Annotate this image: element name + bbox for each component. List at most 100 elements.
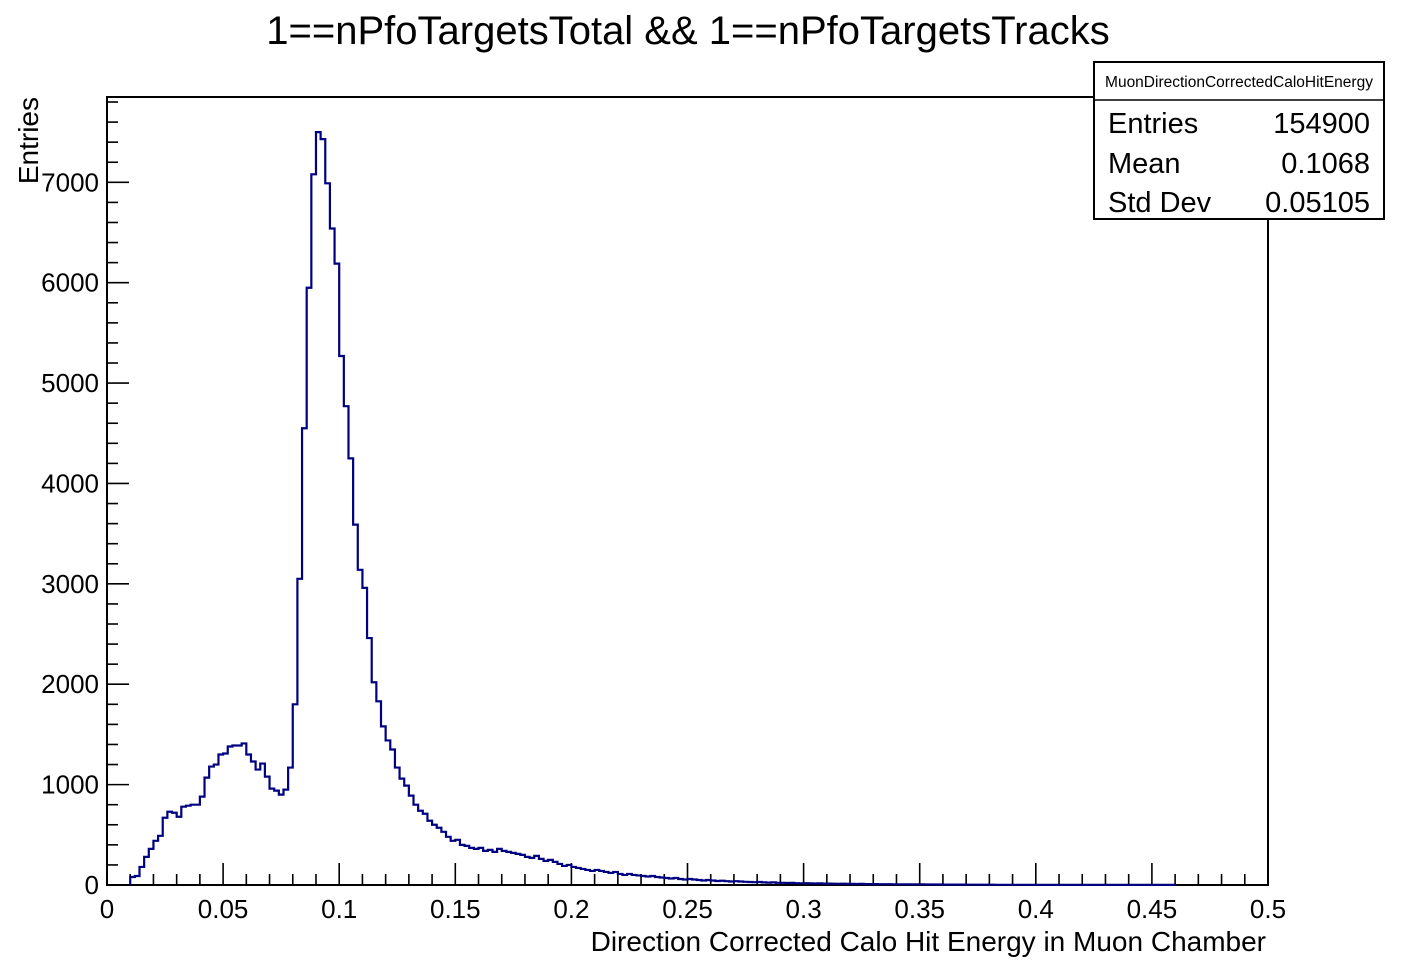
y-tick-label: 6000 (41, 268, 99, 298)
histogram-bin (242, 743, 247, 885)
histogram-bin (386, 740, 391, 885)
histogram-bin (260, 764, 265, 885)
x-tick-label: 0.2 (553, 894, 589, 924)
y-axis-label: Entries (13, 97, 44, 184)
histogram-bin (376, 701, 381, 885)
histogram-bin (400, 779, 405, 885)
x-axis: 0 0.05 0.1 0.15 0.2 0.25 0.3 0.35 0.4 0.45 0.5 (100, 863, 1286, 924)
histogram-bin (228, 746, 233, 885)
histogram-bin (451, 841, 456, 885)
histogram-bin (316, 132, 321, 885)
chart-title: 1==nPfoTargetsTotal && 1==nPfoTargetsTra… (266, 9, 1109, 53)
histogram-bin (423, 814, 428, 885)
y-tick-label: 1000 (41, 770, 99, 800)
histogram-bin (223, 753, 228, 885)
histogram-bin (418, 811, 423, 885)
histogram-bin (214, 765, 219, 885)
histogram-bin (544, 861, 549, 885)
histogram-bin (330, 229, 335, 885)
histogram-bin (497, 849, 502, 885)
stats-box-frame (1093, 61, 1385, 220)
histogram-bin (381, 726, 386, 885)
x-tick-label: 0 (100, 894, 114, 924)
histogram-bin (488, 850, 493, 885)
histogram-outline (129, 131, 1177, 886)
stats-box: MuonDirectionCorrectedCaloHitEnergy Entr… (1093, 61, 1385, 220)
y-tick-label: 2000 (41, 669, 99, 699)
histogram-bin (525, 857, 530, 885)
histogram-bin (209, 767, 214, 885)
histogram-bin (325, 183, 330, 885)
histogram-bin (344, 406, 349, 885)
histogram-bin (474, 849, 479, 885)
y-tick-label: 0 (85, 870, 99, 900)
histogram-bin (172, 813, 177, 885)
histogram-bin (576, 868, 581, 885)
histogram-bin (437, 828, 442, 885)
x-axis-label: Direction Corrected Calo Hit Energy in M… (591, 926, 1266, 957)
histogram-bin (595, 870, 600, 885)
histogram-bin (534, 856, 539, 885)
histogram-bin (265, 777, 270, 885)
histogram-bin (599, 871, 604, 885)
histogram-bin (200, 797, 205, 885)
histogram-bin (414, 805, 419, 885)
histogram-bin (609, 873, 614, 885)
histogram-bin (557, 864, 562, 885)
histogram-bin (492, 852, 497, 885)
x-tick-label: 0.4 (1018, 894, 1054, 924)
y-tick-label: 5000 (41, 368, 99, 398)
histogram-bin (446, 837, 451, 885)
stats-mean-value: 0.1068 (1281, 148, 1370, 180)
y-tick-label: 3000 (41, 569, 99, 599)
x-tick-label: 0.35 (894, 894, 945, 924)
histogram-bin (395, 768, 400, 885)
y-axis: 0 1000 2000 3000 4000 5000 6000 7000 (41, 101, 129, 900)
histogram-bin (590, 871, 595, 885)
histogram-bin (186, 806, 191, 885)
histogram-bin (191, 805, 196, 885)
histogram-bin (237, 745, 242, 885)
histogram-bin (502, 851, 507, 885)
x-tick-label: 0.5 (1250, 894, 1286, 924)
histogram-bin (465, 846, 470, 885)
stats-entries-value: 154900 (1273, 108, 1370, 140)
histogram-bin (585, 870, 590, 885)
histogram-bin (441, 832, 446, 885)
histogram-bin (469, 848, 474, 885)
histogram-bin (177, 817, 182, 885)
x-tick-label: 0.3 (786, 894, 822, 924)
histogram-bin (506, 852, 511, 885)
x-tick-label: 0.15 (430, 894, 481, 924)
histogram-bin (358, 570, 363, 885)
histogram-bin (283, 790, 288, 885)
x-tick-label: 0.1 (321, 894, 357, 924)
histogram-bin (218, 755, 223, 885)
histogram-bin (479, 848, 484, 885)
histogram-bin (246, 755, 251, 885)
histogram-bin (158, 836, 163, 885)
histogram-bin (372, 682, 377, 885)
x-tick-label: 0.45 (1127, 894, 1178, 924)
histogram-bin (279, 795, 284, 885)
stats-stddev-value: 0.05105 (1265, 187, 1370, 219)
histogram-bin (530, 858, 535, 885)
histogram-bin (409, 796, 414, 885)
histogram-bin (622, 875, 627, 885)
histogram-bins (130, 132, 1175, 885)
y-tick-label: 4000 (41, 468, 99, 498)
histogram-bin (571, 867, 576, 885)
stats-mean-label: Mean (1108, 148, 1181, 180)
histogram-bin (339, 356, 344, 885)
histogram-bin (520, 855, 525, 885)
histogram-bin (455, 840, 460, 885)
histogram-bin (353, 525, 358, 885)
stats-box-name: MuonDirectionCorrectedCaloHitEnergy (1105, 74, 1373, 91)
histogram-bin (270, 789, 275, 885)
histogram-bin (553, 862, 558, 885)
histogram-bin (390, 749, 395, 885)
x-tick-label: 0.25 (662, 894, 713, 924)
histogram-bin (581, 869, 586, 885)
histogram-bin (646, 876, 651, 885)
histogram-bin (181, 807, 186, 885)
